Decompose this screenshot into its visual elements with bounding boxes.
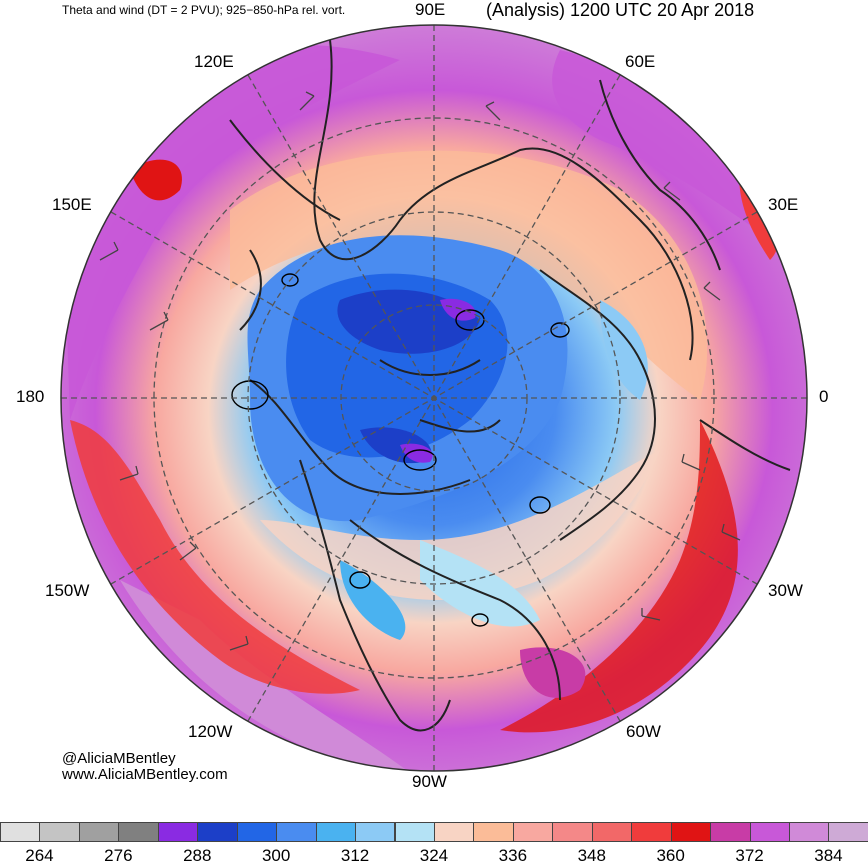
- map-boundary: [60, 24, 808, 772]
- colorbar-cell: [276, 822, 317, 842]
- lon-label-60e: 60E: [625, 52, 656, 71]
- author-handle: @AliciaMBentley: [62, 750, 176, 767]
- lon-label-150e: 150E: [52, 195, 92, 214]
- colorbar-cell: [670, 822, 712, 842]
- lon-label-90e: 90E: [415, 0, 446, 19]
- colorbar-cell: [157, 822, 199, 842]
- lon-label-150w: 150W: [45, 581, 90, 600]
- colorbar-cell: [39, 822, 80, 842]
- colorbar: [0, 822, 868, 844]
- colorbar-cell: [552, 822, 593, 842]
- colorbar-tick-label: 336: [498, 846, 528, 865]
- lon-label-90w: 90W: [412, 772, 447, 791]
- colorbar-tick-label: 276: [104, 846, 133, 865]
- colorbar-tick-label: 384: [814, 846, 843, 865]
- colorbar-cell: [828, 822, 868, 842]
- graticule: [61, 25, 807, 771]
- lon-label-120w: 120W: [188, 722, 233, 741]
- colorbar-cell: [355, 822, 396, 842]
- colorbar-cell: [0, 822, 41, 842]
- lon-label-120e: 120E: [194, 52, 234, 71]
- colorbar-tick-label: 324: [419, 846, 449, 865]
- colorbar-cell: [710, 822, 751, 842]
- lon-label-30e: 30E: [768, 195, 799, 214]
- colorbar-tick-label: 372: [735, 846, 764, 865]
- colorbar-cell: [118, 822, 159, 842]
- colorbar-tick-label: 312: [340, 846, 370, 865]
- colorbar-cell: [394, 822, 435, 842]
- author-website: www.AliciaMBentley.com: [62, 766, 228, 783]
- colorbar-cell: [749, 822, 790, 842]
- wind-barbs: [99, 91, 741, 651]
- colorbar-cell: [197, 822, 238, 842]
- chart-title: Theta and wind (DT = 2 PVU); 925−850-hPa…: [62, 3, 346, 17]
- colorbar-tick-label: 264: [25, 846, 54, 865]
- vorticity-contours: [231, 273, 570, 627]
- colorbar-tick-label: 360: [656, 846, 685, 865]
- lon-label-60w: 60W: [626, 722, 661, 741]
- continent-outlines: [229, 39, 791, 732]
- lon-label-180: 180: [16, 387, 45, 406]
- polar-map: [60, 24, 808, 772]
- colorbar-tick-label: 300: [261, 846, 291, 865]
- colorbar-cell: [512, 822, 554, 842]
- colorbar-cell: [591, 822, 633, 842]
- colorbar-cell: [473, 822, 514, 842]
- colorbar-cell: [236, 822, 278, 842]
- colorbar-tick-label: 288: [183, 846, 212, 865]
- colorbar-tick-label: 348: [577, 846, 606, 865]
- analysis-time: (Analysis) 1200 UTC 20 Apr 2018: [486, 0, 755, 20]
- lon-label-0: 0: [819, 387, 829, 406]
- colorbar-cell: [789, 822, 830, 842]
- colorbar-cell: [78, 822, 120, 842]
- lon-label-30w: 30W: [768, 581, 803, 600]
- colorbar-cell: [631, 822, 672, 842]
- colorbar-cell: [433, 822, 475, 842]
- colorbar-cell: [315, 822, 357, 842]
